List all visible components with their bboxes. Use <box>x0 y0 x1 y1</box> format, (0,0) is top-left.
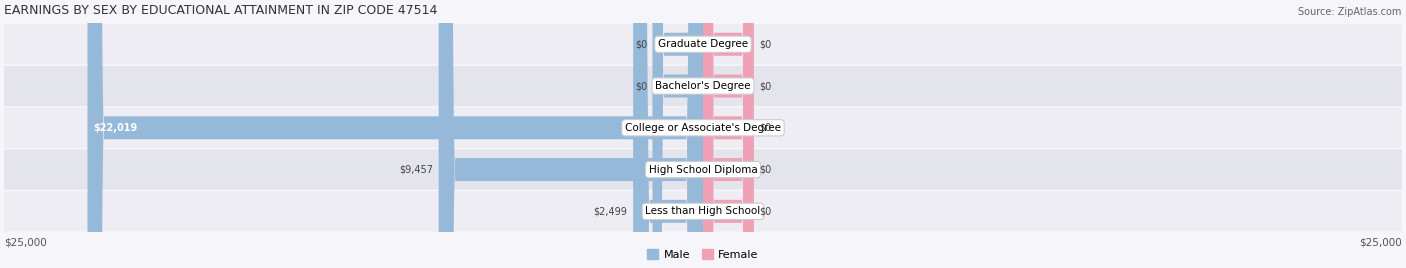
Text: $25,000: $25,000 <box>1360 237 1402 247</box>
Text: $0: $0 <box>759 206 770 216</box>
Text: $2,499: $2,499 <box>593 206 627 216</box>
FancyBboxPatch shape <box>703 0 754 268</box>
FancyBboxPatch shape <box>652 0 703 268</box>
Text: Graduate Degree: Graduate Degree <box>658 39 748 49</box>
FancyBboxPatch shape <box>4 150 1402 190</box>
Text: $0: $0 <box>759 81 770 91</box>
Text: $0: $0 <box>759 165 770 174</box>
Text: $0: $0 <box>636 39 647 49</box>
Text: College or Associate's Degree: College or Associate's Degree <box>626 123 780 133</box>
Text: $25,000: $25,000 <box>4 237 46 247</box>
FancyBboxPatch shape <box>4 66 1402 106</box>
Text: Bachelor's Degree: Bachelor's Degree <box>655 81 751 91</box>
FancyBboxPatch shape <box>703 0 754 268</box>
Text: $0: $0 <box>759 123 770 133</box>
Legend: Male, Female: Male, Female <box>643 245 763 264</box>
Text: $0: $0 <box>636 81 647 91</box>
FancyBboxPatch shape <box>439 0 703 268</box>
FancyBboxPatch shape <box>703 0 754 268</box>
FancyBboxPatch shape <box>703 0 754 268</box>
Text: EARNINGS BY SEX BY EDUCATIONAL ATTAINMENT IN ZIP CODE 47514: EARNINGS BY SEX BY EDUCATIONAL ATTAINMEN… <box>4 4 437 17</box>
FancyBboxPatch shape <box>633 0 703 268</box>
FancyBboxPatch shape <box>652 0 703 268</box>
Text: Less than High School: Less than High School <box>645 206 761 216</box>
Text: $9,457: $9,457 <box>399 165 433 174</box>
Text: $0: $0 <box>759 39 770 49</box>
FancyBboxPatch shape <box>4 108 1402 148</box>
Text: Source: ZipAtlas.com: Source: ZipAtlas.com <box>1299 7 1402 17</box>
FancyBboxPatch shape <box>4 24 1402 64</box>
FancyBboxPatch shape <box>703 0 754 268</box>
FancyBboxPatch shape <box>87 0 703 268</box>
Text: $22,019: $22,019 <box>93 123 138 133</box>
Text: High School Diploma: High School Diploma <box>648 165 758 174</box>
FancyBboxPatch shape <box>4 191 1402 231</box>
